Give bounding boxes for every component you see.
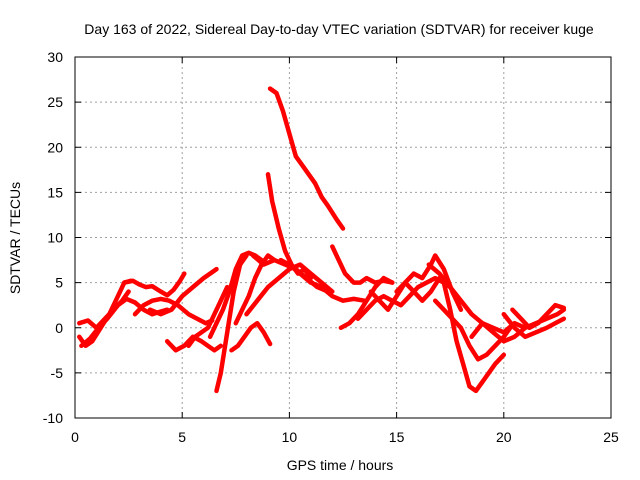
y-tick-label: 20 (47, 139, 63, 155)
data-series-1 (77, 278, 133, 349)
data-series-27 (501, 311, 567, 340)
y-tick-label: 10 (47, 230, 63, 246)
y-tick-label: -5 (51, 365, 64, 381)
data-series-19 (338, 275, 395, 331)
x-tick-label: 20 (496, 429, 512, 445)
data-series-5 (132, 296, 215, 326)
y-axis-ticks: -10 -5 0 5 10 15 20 25 30 (43, 49, 611, 426)
x-tick-label: 0 (71, 429, 79, 445)
chart-title: Day 163 of 2022, Sidereal Day-to-day VTE… (84, 21, 594, 37)
data-series-11 (229, 320, 273, 353)
y-tick-label: 0 (55, 320, 63, 336)
data-series-16 (267, 86, 346, 231)
x-tick-label: 15 (389, 429, 405, 445)
grid-lines (75, 57, 611, 418)
data-series-15 (265, 172, 314, 281)
data-series-7 (164, 334, 224, 353)
data-series-25 (426, 262, 528, 335)
data-series-24 (441, 280, 507, 394)
y-tick-label: -10 (43, 410, 63, 426)
x-axis-ticks: 0 5 10 15 20 25 (71, 57, 619, 445)
data-series-9 (214, 253, 249, 394)
data-series-6 (147, 266, 219, 317)
data-series-8 (186, 284, 230, 349)
y-tick-label: 5 (55, 275, 63, 291)
data-series-4 (122, 271, 187, 298)
x-axis-label: GPS time / hours (287, 457, 394, 473)
x-tick-label: 10 (282, 429, 298, 445)
data-series-23 (432, 298, 513, 362)
data-series-13 (244, 262, 335, 317)
data-series-17 (278, 257, 367, 303)
x-tick-label: 5 (178, 429, 186, 445)
data-series-28 (510, 302, 567, 331)
y-tick-label: 25 (47, 94, 63, 110)
x-tick-label: 25 (603, 429, 619, 445)
plot-area (77, 86, 567, 394)
y-tick-label: 15 (47, 184, 63, 200)
data-series-12 (233, 253, 277, 326)
y-tick-label: 30 (47, 49, 63, 65)
y-axis-label: SDTVAR / TECUs (7, 182, 23, 294)
